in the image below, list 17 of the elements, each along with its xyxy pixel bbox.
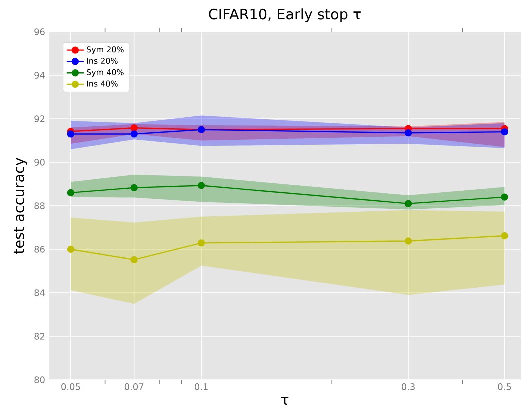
y-axis-title: test accuracy — [14, 158, 28, 254]
chart-title: CIFAR10, Early stop τ — [209, 8, 361, 22]
y-tick-label: 88 — [34, 202, 45, 210]
x-axis-title: τ — [281, 397, 289, 405]
x-tick-label: 0.5 — [498, 384, 512, 390]
y-tick-label: 86 — [34, 246, 45, 253]
y-tick-label: 96 — [34, 28, 45, 36]
y-tick-label: 84 — [34, 290, 45, 296]
y-tick-label: 90 — [34, 159, 45, 166]
x-tick-label: 0.1 — [195, 384, 208, 390]
x-tick-label: 0.3 — [402, 384, 415, 390]
x-tick-label: 0.05 — [62, 384, 80, 390]
x-tick-label: 0.07 — [124, 384, 144, 390]
y-tick-label: 92 — [34, 116, 45, 122]
y-tick-label: 94 — [34, 72, 45, 79]
y-tick-label: 80 — [34, 376, 45, 384]
y-tick-label: 82 — [34, 333, 45, 340]
